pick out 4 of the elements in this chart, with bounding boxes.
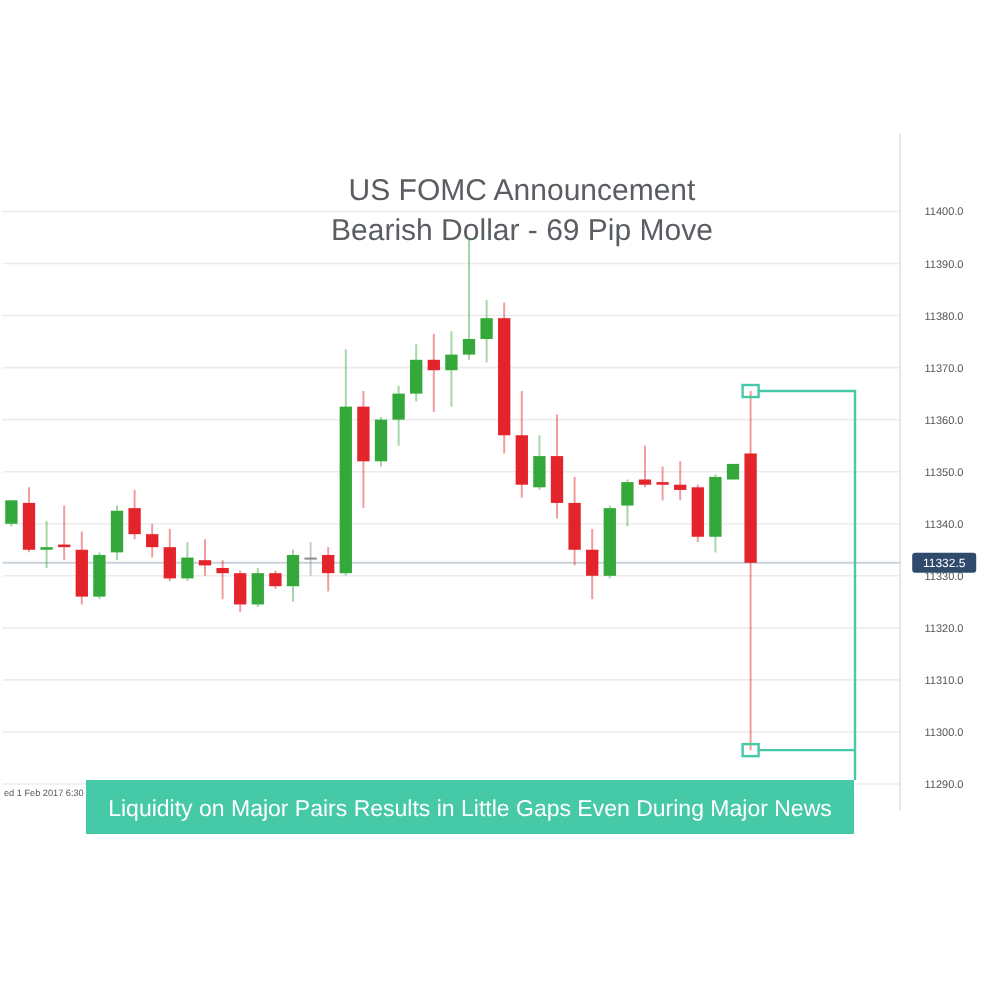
text: Bearish Dollar - 69 Pip Move (331, 214, 713, 248)
annotation: Liquidity on Major Pairs Results in Little Gaps Even During Major News (108, 798, 833, 822)
candlestick (5, 499, 18, 528)
text: US FOMC Announcement (348, 174, 698, 208)
